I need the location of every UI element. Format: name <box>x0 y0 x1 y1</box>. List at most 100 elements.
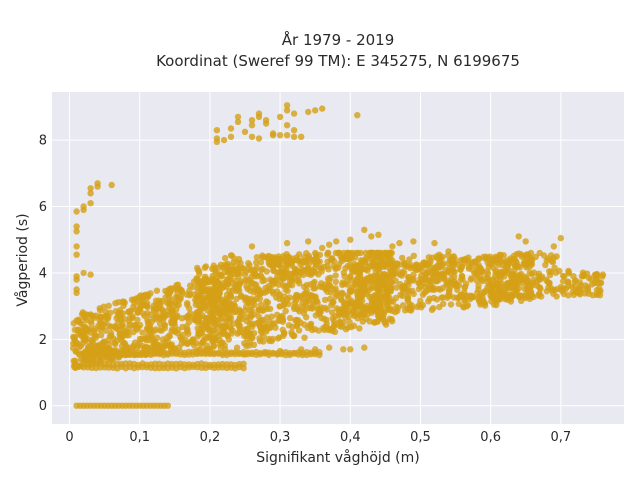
data-point <box>536 249 543 257</box>
data-point <box>378 281 386 288</box>
data-point <box>195 331 203 338</box>
data-point <box>418 304 425 311</box>
data-point <box>73 228 80 235</box>
data-point <box>207 291 214 299</box>
data-point <box>536 284 543 291</box>
data-point <box>282 286 289 293</box>
data-point <box>211 300 218 307</box>
data-point <box>213 275 220 282</box>
data-point <box>248 122 256 129</box>
data-point <box>359 297 366 304</box>
data-point <box>497 251 504 259</box>
data-point <box>237 307 244 315</box>
data-point <box>340 346 347 353</box>
data-point <box>453 281 460 288</box>
data-point <box>469 293 476 301</box>
data-point <box>447 279 455 286</box>
data-point <box>599 271 607 278</box>
data-point <box>378 260 385 267</box>
data-point <box>344 324 352 331</box>
data-point <box>530 269 538 276</box>
data-point <box>380 294 387 301</box>
data-point <box>75 316 82 323</box>
data-point <box>293 254 300 261</box>
data-point <box>343 309 350 317</box>
data-point <box>356 311 364 318</box>
data-point <box>374 279 381 287</box>
data-point <box>328 302 335 309</box>
data-point <box>433 296 441 303</box>
data-point <box>492 289 500 296</box>
data-point <box>256 337 264 345</box>
data-point <box>263 326 270 333</box>
data-point <box>269 263 277 271</box>
data-point <box>285 281 292 289</box>
data-point <box>526 263 533 271</box>
data-point <box>253 259 260 266</box>
data-point <box>218 327 226 335</box>
data-point <box>373 254 380 261</box>
data-point <box>492 269 499 276</box>
data-point <box>341 273 348 280</box>
data-point <box>262 120 270 127</box>
data-point <box>402 307 409 314</box>
data-point <box>445 248 452 255</box>
data-point <box>222 315 230 323</box>
data-point <box>280 302 287 309</box>
data-point <box>134 316 141 323</box>
data-point <box>178 315 186 322</box>
data-point <box>268 313 275 320</box>
data-point <box>266 337 273 344</box>
data-point <box>570 273 577 280</box>
data-point <box>230 302 237 309</box>
data-point <box>319 105 326 112</box>
data-point <box>213 138 221 145</box>
data-point <box>458 263 466 270</box>
data-point <box>357 269 364 276</box>
data-point <box>236 287 243 294</box>
data-point <box>369 293 376 301</box>
data-point <box>512 290 519 297</box>
data-point <box>218 300 226 308</box>
data-point <box>351 305 359 312</box>
data-point <box>202 301 209 309</box>
data-point <box>359 288 366 295</box>
data-point <box>381 319 388 326</box>
data-point <box>91 332 98 339</box>
data-point <box>374 286 381 293</box>
data-point <box>387 279 394 286</box>
data-point <box>202 275 209 282</box>
data-point <box>276 295 283 303</box>
data-point <box>507 291 515 299</box>
data-point <box>468 275 475 282</box>
data-point <box>263 305 271 313</box>
data-point <box>105 302 112 309</box>
data-point <box>461 284 468 291</box>
data-point <box>140 310 147 317</box>
data-point <box>596 285 603 292</box>
data-point <box>570 291 578 298</box>
data-point <box>247 311 255 319</box>
data-point <box>339 279 346 286</box>
data-point <box>446 257 453 264</box>
data-point <box>514 263 522 270</box>
data-point <box>282 307 289 315</box>
data-point <box>350 322 358 329</box>
data-point <box>387 298 395 305</box>
data-point <box>410 252 417 259</box>
data-point <box>272 257 279 264</box>
data-point <box>393 303 400 310</box>
data-point <box>484 270 492 277</box>
data-point <box>311 278 318 286</box>
data-point <box>389 259 396 267</box>
data-point <box>363 275 371 282</box>
data-point <box>187 282 194 289</box>
data-point <box>220 283 227 290</box>
data-point <box>151 339 159 346</box>
data-point <box>564 278 571 285</box>
data-point <box>353 281 361 288</box>
data-point <box>349 277 356 284</box>
data-point <box>398 272 406 279</box>
data-point <box>197 290 204 297</box>
data-point <box>319 244 326 252</box>
